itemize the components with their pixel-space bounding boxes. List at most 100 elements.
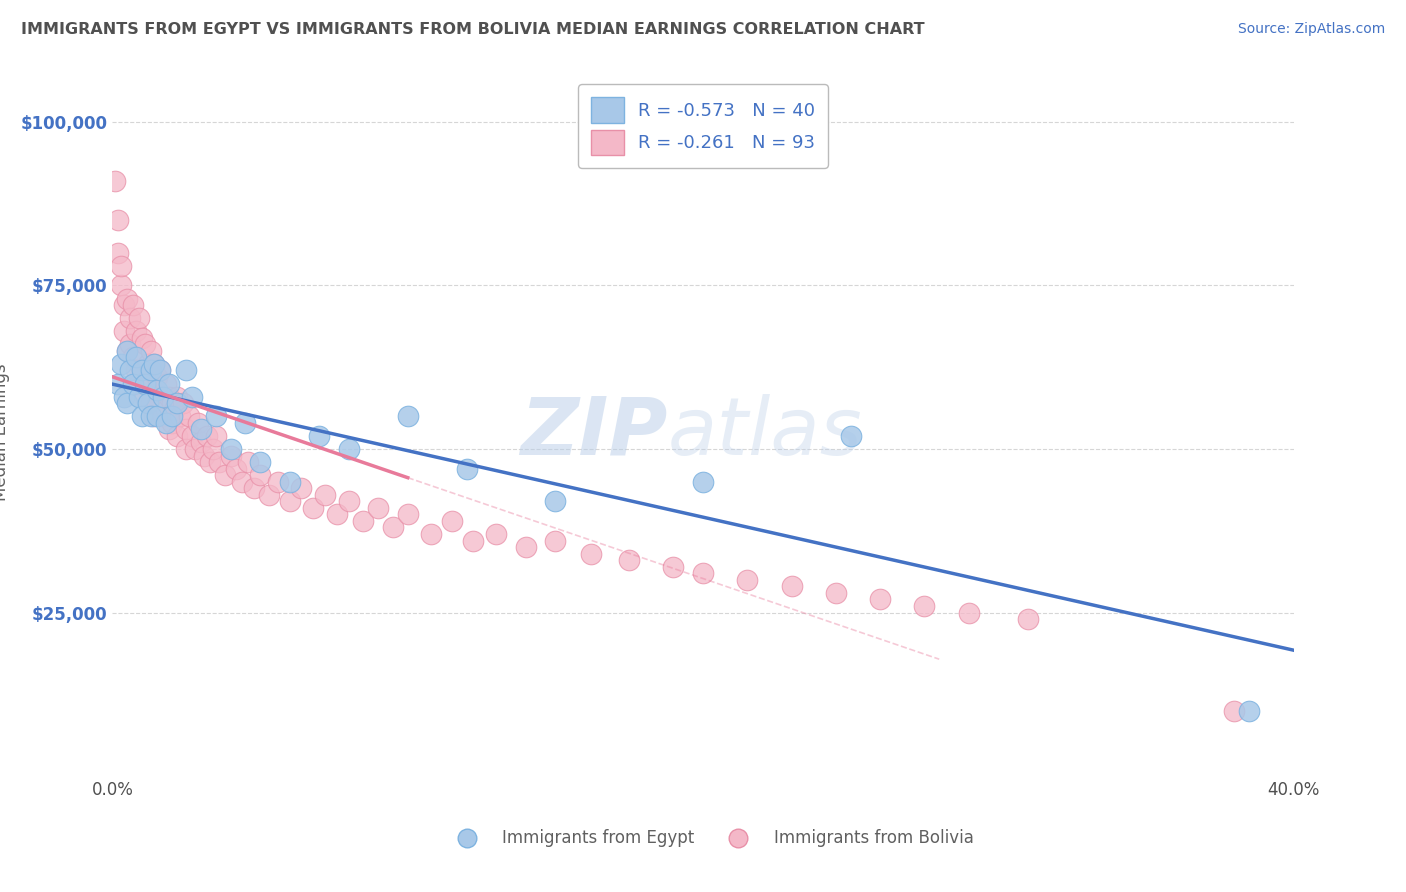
Point [441, 514, 464, 528]
Point [914, 599, 936, 613]
Point [136, 376, 159, 391]
Point [160, 416, 183, 430]
Point [1239, 704, 1261, 718]
Point [456, 461, 478, 475]
Point [839, 429, 862, 443]
Point [957, 606, 980, 620]
Point [225, 461, 247, 475]
Point [120, 363, 142, 377]
Point [179, 409, 201, 424]
Point [136, 396, 159, 410]
Point [149, 363, 172, 377]
Point [107, 245, 129, 260]
Text: Immigrants from Egypt: Immigrants from Egypt [502, 829, 695, 847]
Point [131, 363, 153, 377]
Point [214, 468, 236, 483]
Point [174, 422, 197, 436]
Point [157, 422, 180, 436]
Point [120, 311, 142, 326]
Point [120, 337, 142, 351]
Point [110, 357, 132, 371]
Point [198, 455, 221, 469]
Point [152, 409, 174, 424]
Point [420, 527, 443, 541]
Point [278, 475, 301, 489]
Point [238, 455, 260, 469]
Point [337, 442, 360, 456]
Point [155, 416, 177, 430]
Point [136, 357, 159, 371]
Point [485, 527, 508, 541]
Point [187, 416, 209, 430]
Point [128, 390, 150, 404]
Point [152, 390, 174, 404]
Point [172, 396, 194, 410]
Point [662, 559, 685, 574]
Point [181, 429, 204, 443]
Point [166, 390, 188, 404]
Point [128, 376, 150, 391]
Point [110, 278, 132, 293]
Point [155, 376, 177, 391]
Text: Immigrants from Bolivia: Immigrants from Bolivia [773, 829, 974, 847]
Point [579, 547, 602, 561]
Text: Source: ZipAtlas.com: Source: ZipAtlas.com [1237, 22, 1385, 37]
Point [146, 409, 169, 424]
Point [142, 357, 165, 371]
Point [515, 540, 537, 554]
Point [122, 298, 145, 312]
Point [169, 409, 191, 424]
Point [131, 363, 153, 377]
Point [987, 769, 1010, 783]
Point [134, 376, 156, 391]
Legend: R = -0.573   N = 40, R = -0.261   N = 93: R = -0.573 N = 40, R = -0.261 N = 93 [578, 85, 828, 168]
Point [139, 343, 162, 358]
Point [190, 435, 212, 450]
Point [190, 422, 212, 436]
Point [278, 494, 301, 508]
Point [396, 508, 419, 522]
Point [112, 298, 135, 312]
Text: atlas: atlas [668, 393, 862, 472]
Point [308, 429, 330, 443]
Point [233, 416, 256, 430]
Point [1017, 612, 1039, 626]
Point [184, 442, 207, 456]
Point [134, 337, 156, 351]
Point [160, 409, 183, 424]
Point [142, 357, 165, 371]
Point [112, 390, 135, 404]
Point [166, 429, 188, 443]
Point [149, 363, 172, 377]
Point [201, 442, 224, 456]
Point [382, 520, 405, 534]
Point [243, 481, 266, 495]
Point [337, 494, 360, 508]
Point [125, 324, 148, 338]
Point [174, 442, 197, 456]
Point [544, 533, 567, 548]
Point [155, 402, 177, 417]
Point [396, 409, 419, 424]
Point [352, 514, 374, 528]
Point [112, 324, 135, 338]
Point [142, 409, 165, 424]
Point [125, 351, 148, 365]
Point [117, 343, 138, 358]
Point [290, 481, 312, 495]
Point [139, 409, 162, 424]
Point [737, 573, 759, 587]
Point [1223, 704, 1246, 718]
Point [110, 259, 132, 273]
Point [181, 390, 204, 404]
Point [146, 383, 169, 397]
Point [267, 475, 290, 489]
Point [208, 455, 231, 469]
Point [544, 494, 567, 508]
Point [131, 409, 153, 424]
Point [139, 396, 162, 410]
Point [117, 396, 138, 410]
Point [824, 586, 846, 600]
Point [163, 402, 186, 417]
Point [146, 370, 169, 384]
